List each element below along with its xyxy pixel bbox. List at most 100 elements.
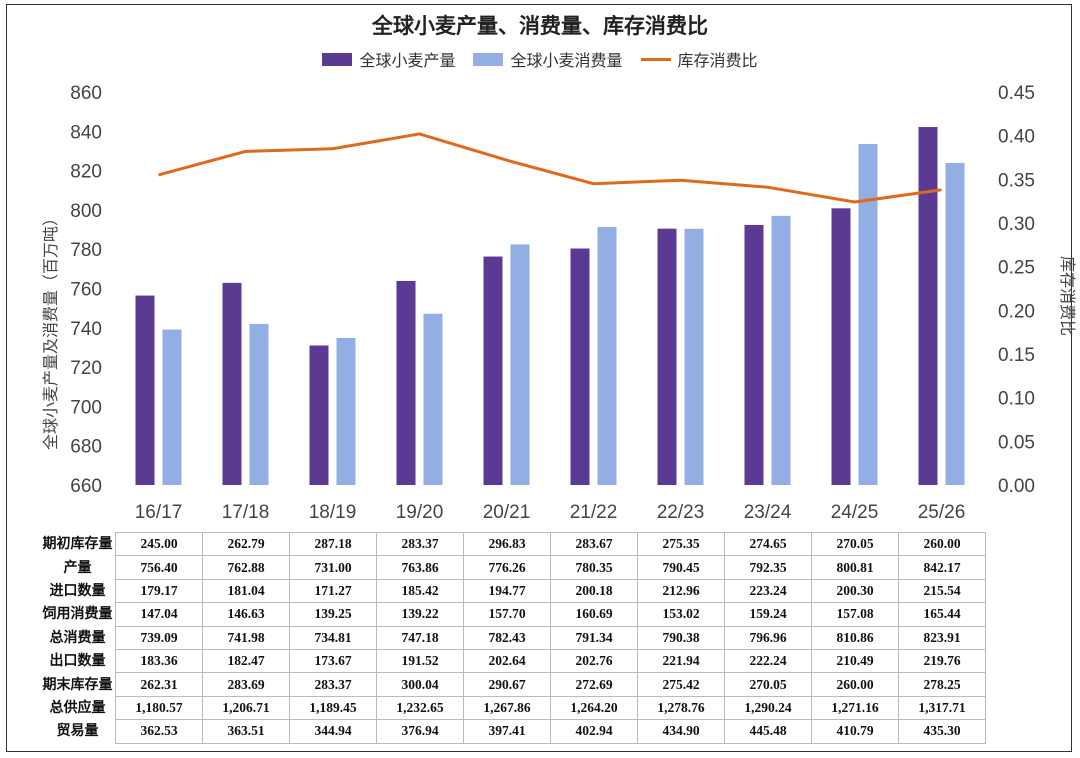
table-cell: 139.22 xyxy=(376,602,464,627)
table-cell: 159.24 xyxy=(724,602,812,627)
table-cell: 283.37 xyxy=(289,672,377,697)
y2-tick-label: 0.30 xyxy=(998,214,1035,235)
table-cell: 160.69 xyxy=(550,602,638,627)
table-cell: 445.48 xyxy=(724,719,812,744)
table-cell: 270.05 xyxy=(724,672,812,697)
table-cell: 762.88 xyxy=(202,555,290,580)
table-cell: 362.53 xyxy=(115,719,203,744)
legend-item-stock-ratio: 库存消费比 xyxy=(640,47,758,71)
table-row: 总消费量 739.09 741.98 734.81 747.18 782.43 791.34… xyxy=(40,625,986,650)
table-cell: 776.26 xyxy=(463,555,551,580)
bar-production xyxy=(831,208,851,485)
table-cell: 139.25 xyxy=(289,602,377,627)
table-cell: 283.69 xyxy=(202,672,290,697)
table-cell: 183.36 xyxy=(115,648,203,674)
data-table: 期初库存量 245.00 262.79 287.18 283.37 296.83 283.6… xyxy=(40,531,986,744)
table-cell: 270.05 xyxy=(811,531,899,557)
bar-series xyxy=(135,127,965,486)
y-tick-label: 820 xyxy=(70,162,102,183)
table-cell: 791.34 xyxy=(550,625,638,650)
table-cell: 278.25 xyxy=(898,672,986,697)
y2-tick-label: 0.10 xyxy=(998,389,1035,410)
table-cell: 219.76 xyxy=(898,648,986,674)
y2-tick-label: 0.05 xyxy=(998,432,1035,453)
bar-production xyxy=(657,228,677,485)
legend-item-production: 全球小麦产量 xyxy=(322,47,455,71)
table-row-label: 出口数量 xyxy=(49,653,106,670)
table-cell: 792.35 xyxy=(724,555,812,580)
table-cell: 182.47 xyxy=(202,648,290,674)
table-row: 饲用消费量 147.04 146.63 139.25 139.22 157.70 160.6… xyxy=(40,602,986,627)
table-cell: 202.76 xyxy=(550,648,638,674)
table-row: 期末库存量 262.31 283.69 283.37 300.04 290.67 272.6… xyxy=(40,672,986,697)
table-cell: 800.81 xyxy=(811,555,899,580)
bar-consumption xyxy=(945,162,965,485)
table-cell: 296.83 xyxy=(463,531,551,557)
table-row: 贸易量 362.53 363.51 344.94 376.94 397.41 402.94 4… xyxy=(40,719,986,744)
table-cell: 1,271.16 xyxy=(811,695,899,721)
table-cell: 344.94 xyxy=(289,719,377,744)
table-row-label: 总消费量 xyxy=(49,629,106,646)
x-tick-label: 16/17 xyxy=(135,502,183,523)
y2-axis-title: 库存消费比 xyxy=(1058,256,1077,336)
table-cell: 179.17 xyxy=(115,578,203,604)
line-series xyxy=(158,132,942,204)
table-cell: 274.65 xyxy=(724,531,812,557)
legend-swatch-production xyxy=(322,52,353,66)
table-cell: 262.79 xyxy=(202,531,290,557)
y2-tick-label: 0.40 xyxy=(998,127,1035,148)
table-cell: 790.45 xyxy=(637,555,725,580)
table-cell: 1,180.57 xyxy=(115,695,203,721)
y2-tick-label: 0.15 xyxy=(998,345,1035,366)
table-cell: 1,267.86 xyxy=(463,695,551,721)
table-cell: 157.08 xyxy=(811,602,899,627)
legend-swatch-stock-ratio xyxy=(640,57,671,61)
x-tick-label: 22/23 xyxy=(657,502,705,523)
table-cell: 221.94 xyxy=(637,648,725,674)
category-labels: 16/17 17/18 18/19 19/20 20/21 21/22 22/23 23/24… xyxy=(135,502,966,523)
bar-production xyxy=(918,127,938,485)
table-cell: 157.70 xyxy=(463,602,551,627)
table-cell: 747.18 xyxy=(376,625,464,650)
table-cell: 202.64 xyxy=(463,648,551,674)
y-tick-label: 760 xyxy=(70,280,102,301)
table-cell: 1,264.20 xyxy=(550,695,638,721)
table-row: 产量 756.40 762.88 731.00 763.86 776.26 780.35 79… xyxy=(40,555,986,580)
table-cell: 181.04 xyxy=(202,578,290,604)
table-cell: 200.18 xyxy=(550,578,638,604)
table-cell: 790.38 xyxy=(637,625,725,650)
table-cell: 731.00 xyxy=(289,555,377,580)
table-cell: 1,290.24 xyxy=(724,695,812,721)
bar-production xyxy=(483,256,503,485)
table-cell: 262.31 xyxy=(115,672,203,697)
y-tick-label: 740 xyxy=(70,319,102,340)
table-cell: 780.35 xyxy=(550,555,638,580)
table-row-label: 进口数量 xyxy=(49,582,106,599)
table-cell: 763.86 xyxy=(376,555,464,580)
line-stock-ratio xyxy=(158,132,942,204)
y-tick-label: 700 xyxy=(70,397,102,418)
table-cell: 1,206.71 xyxy=(202,695,290,721)
table-row-label: 期初库存量 xyxy=(42,536,113,553)
y-tick-label: 660 xyxy=(70,476,102,497)
y-tick-label: 680 xyxy=(70,437,102,458)
bar-consumption xyxy=(249,323,269,485)
bar-production xyxy=(309,345,329,485)
x-tick-label: 25/26 xyxy=(918,502,966,523)
table-row-label: 饲用消费量 xyxy=(42,606,113,623)
table-cell: 260.00 xyxy=(898,531,986,557)
y-tick-label: 780 xyxy=(70,240,102,261)
table-row-label: 总供应量 xyxy=(49,699,106,716)
table-cell: 153.02 xyxy=(637,602,725,627)
chart-title: 全球小麦产量、消费量、库存消费比 xyxy=(372,14,708,38)
y2-tick-label: 0.00 xyxy=(998,476,1035,497)
table-cell: 287.18 xyxy=(289,531,377,557)
table-cell: 185.42 xyxy=(376,578,464,604)
table-cell: 823.91 xyxy=(898,625,986,650)
bar-consumption xyxy=(597,226,617,485)
bar-production xyxy=(135,295,155,485)
table-cell: 245.00 xyxy=(115,531,203,557)
table-cell: 283.67 xyxy=(550,531,638,557)
x-tick-label: 17/18 xyxy=(222,502,270,523)
table-row-label: 贸易量 xyxy=(56,723,99,740)
